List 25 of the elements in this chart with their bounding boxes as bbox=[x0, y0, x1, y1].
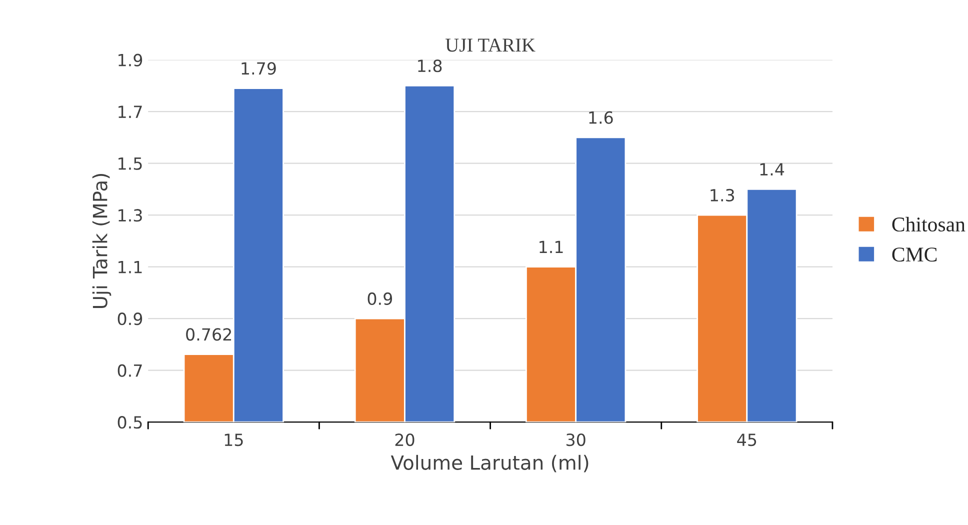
x-tick-label: 45 bbox=[737, 434, 756, 446]
legend-label: Chitosan bbox=[892, 216, 966, 232]
data-label: 1.3 bbox=[710, 188, 734, 202]
data-label: 0.762 bbox=[186, 328, 232, 341]
y-tick-label: 0.5 bbox=[118, 416, 142, 429]
y-tick-label: 0.7 bbox=[118, 364, 142, 377]
data-label: 1.4 bbox=[760, 163, 784, 176]
chart-title: UJI TARIK bbox=[445, 38, 536, 52]
y-tick-label: 0.9 bbox=[118, 312, 142, 326]
data-label: 1.8 bbox=[418, 60, 442, 72]
x-tick-label: 20 bbox=[395, 434, 414, 446]
y-tick-label: 1.3 bbox=[118, 209, 142, 222]
y-tick-label: 1.7 bbox=[118, 106, 142, 118]
x-tick-label: 15 bbox=[224, 434, 243, 446]
data-label: 0.9 bbox=[368, 292, 392, 306]
x-axis-title: Volume Larutan (ml) bbox=[390, 454, 588, 472]
y-tick-label: 1.1 bbox=[118, 261, 142, 274]
data-label: 1.1 bbox=[540, 240, 563, 254]
y-tick-label: 1.9 bbox=[118, 54, 142, 66]
legend-label: CMC bbox=[892, 248, 937, 262]
x-tick-label: 30 bbox=[566, 434, 586, 446]
y-tick-label: 1.5 bbox=[118, 158, 142, 170]
y-axis-title: Uji Tarik (MPa) bbox=[92, 174, 112, 308]
data-label: 1.79 bbox=[242, 62, 276, 75]
data-label: 1.6 bbox=[589, 111, 613, 124]
